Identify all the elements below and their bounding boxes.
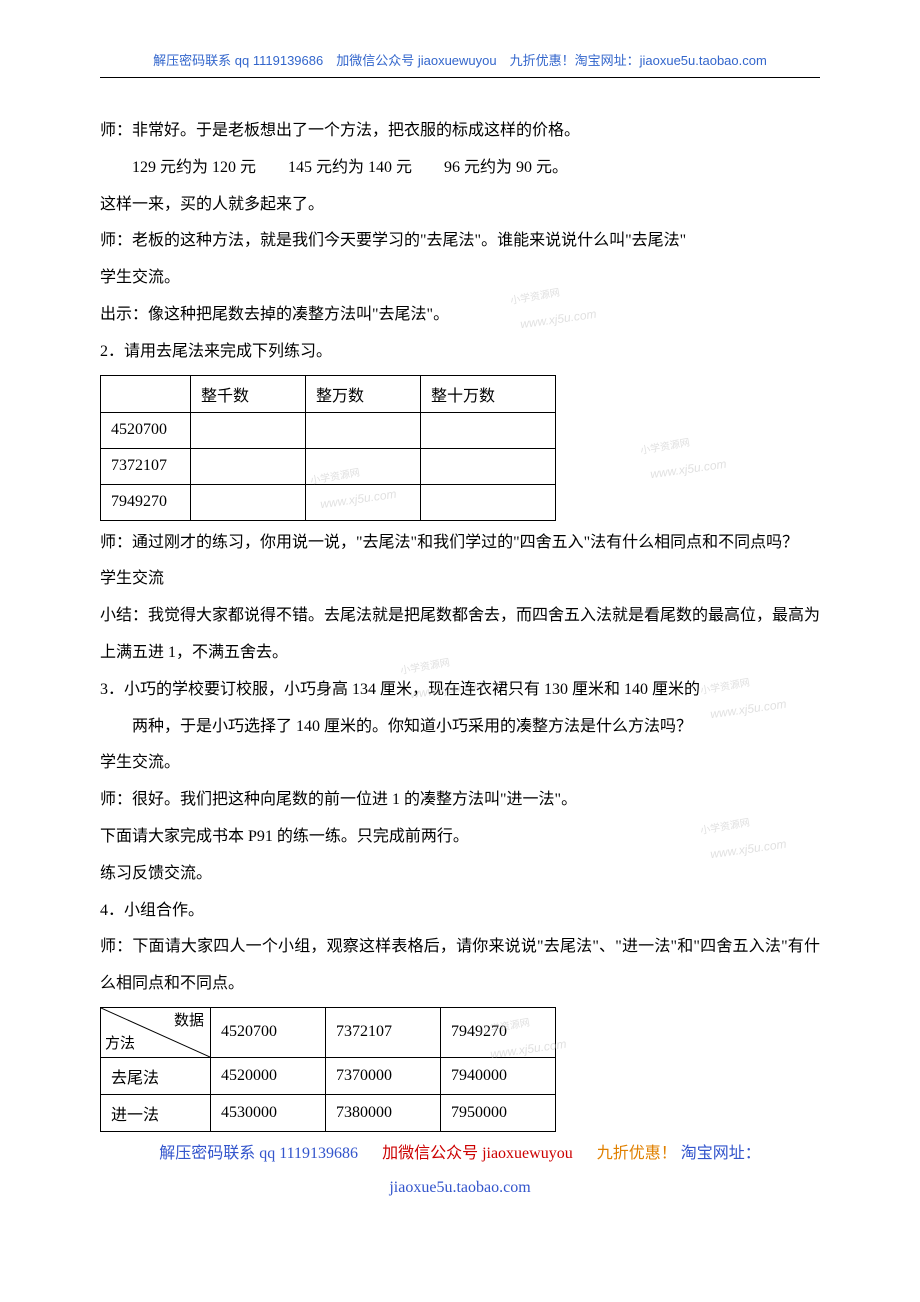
table-cell xyxy=(306,448,421,484)
footer-seg: 淘宝网址： xyxy=(681,1145,761,1162)
watermark-url: www.xj5u.com xyxy=(649,457,727,482)
table-cell: 整万数 xyxy=(306,375,421,412)
paragraph: 小结：我觉得大家都说得不错。去尾法就是把尾数都舍去，而四舍五入法就是看尾数的最高… xyxy=(100,598,820,672)
paragraph: 练习反馈交流。 xyxy=(100,856,820,893)
table-row: 7372107 xyxy=(101,448,556,484)
paragraph: 师：老板的这种方法，就是我们今天要学习的"去尾法"。谁能来说说什么叫"去尾法" xyxy=(100,223,820,260)
practice-table-1: 整千数 整万数 整十万数 4520700 7372107 7949270 xyxy=(100,375,556,521)
table-cell: 4520000 xyxy=(211,1057,326,1094)
paragraph: 师：下面请大家四人一个小组，观察这样表格后，请你来说说"去尾法"、"进一法"和"… xyxy=(100,929,820,1003)
paragraph: 学生交流。 xyxy=(100,260,820,297)
paragraph: 师：很好。我们把这种向尾数的前一位进 1 的凑整方法叫"进一法"。 xyxy=(100,782,820,819)
table-cell: 4520700 xyxy=(101,412,191,448)
watermark-logo: 小学资源网 xyxy=(640,434,711,457)
footer-seg: 加微信公众号 jiaoxuewuyou xyxy=(382,1145,573,1162)
table-cell xyxy=(101,375,191,412)
table-cell xyxy=(306,484,421,520)
table-row: 数据 方法 4520700 7372107 7949270 xyxy=(101,1007,556,1057)
paragraph: 4．小组合作。 xyxy=(100,893,820,930)
footer-url: jiaoxue5u.taobao.com xyxy=(389,1179,530,1196)
table-cell: 4520700 xyxy=(211,1007,326,1057)
paragraph: 师：通过刚才的练习，你用说一说，"去尾法"和我们学过的"四舍五入"法有什么相同点… xyxy=(100,525,820,562)
paragraph: 师：非常好。于是老板想出了一个方法，把衣服的标成这样的价格。 xyxy=(100,113,820,150)
table-row: 去尾法 4520000 7370000 7940000 xyxy=(101,1057,556,1094)
table-cell: 7372107 xyxy=(326,1007,441,1057)
table-cell: 7950000 xyxy=(441,1094,556,1131)
paragraph: 3．小巧的学校要订校服，小巧身高 134 厘米，现在连衣裙只有 130 厘米和 … xyxy=(100,672,820,709)
table-cell: 整十万数 xyxy=(421,375,556,412)
diag-top-label: 数据 xyxy=(174,1009,204,1030)
paragraph: 下面请大家完成书本 P91 的练一练。只完成前两行。 xyxy=(100,819,820,856)
table-cell xyxy=(421,448,556,484)
table-cell: 7380000 xyxy=(326,1094,441,1131)
paragraph: 这样一来，买的人就多起来了。 xyxy=(100,187,820,224)
table-cell xyxy=(421,412,556,448)
table-row: 整千数 整万数 整十万数 xyxy=(101,375,556,412)
footer-line-1: 解压密码联系 qq 1119139686 加微信公众号 jiaoxuewuyou… xyxy=(100,1142,820,1166)
paragraph: 2．请用去尾法来完成下列练习。 xyxy=(100,334,820,371)
table-cell: 7940000 xyxy=(441,1057,556,1094)
table-row: 7949270 xyxy=(101,484,556,520)
table-cell xyxy=(191,484,306,520)
table-cell: 4530000 xyxy=(211,1094,326,1131)
table-cell: 进一法 xyxy=(101,1094,211,1131)
diagonal-header-cell: 数据 方法 xyxy=(101,1007,211,1057)
table-cell: 7370000 xyxy=(326,1057,441,1094)
table-cell xyxy=(191,448,306,484)
table-row: 进一法 4530000 7380000 7950000 xyxy=(101,1094,556,1131)
header-contact-line: 解压密码联系 qq 1119139686 加微信公众号 jiaoxuewuyou… xyxy=(100,50,820,78)
paragraph: 学生交流 xyxy=(100,561,820,598)
table-row: 4520700 xyxy=(101,412,556,448)
footer-line-2: jiaoxue5u.taobao.com xyxy=(100,1176,820,1200)
table-cell xyxy=(421,484,556,520)
table-cell: 去尾法 xyxy=(101,1057,211,1094)
paragraph: 129 元约为 120 元 145 元约为 140 元 96 元约为 90 元。 xyxy=(100,150,820,187)
table-cell: 7949270 xyxy=(101,484,191,520)
paragraph: 出示：像这种把尾数去掉的凑整方法叫"去尾法"。 xyxy=(100,297,820,334)
table-cell: 7372107 xyxy=(101,448,191,484)
table-cell: 整千数 xyxy=(191,375,306,412)
paragraph: 两种，于是小巧选择了 140 厘米的。你知道小巧采用的凑整方法是什么方法吗？ xyxy=(100,709,820,746)
table-cell xyxy=(191,412,306,448)
footer-seg: 解压密码联系 qq 1119139686 xyxy=(159,1145,358,1162)
footer-seg: 九折优惠！ xyxy=(597,1145,677,1162)
table-cell: 7949270 xyxy=(441,1007,556,1057)
table-cell xyxy=(306,412,421,448)
diag-bot-label: 方法 xyxy=(105,1032,135,1053)
paragraph: 学生交流。 xyxy=(100,745,820,782)
comparison-table-2: 数据 方法 4520700 7372107 7949270 去尾法 452000… xyxy=(100,1007,556,1132)
